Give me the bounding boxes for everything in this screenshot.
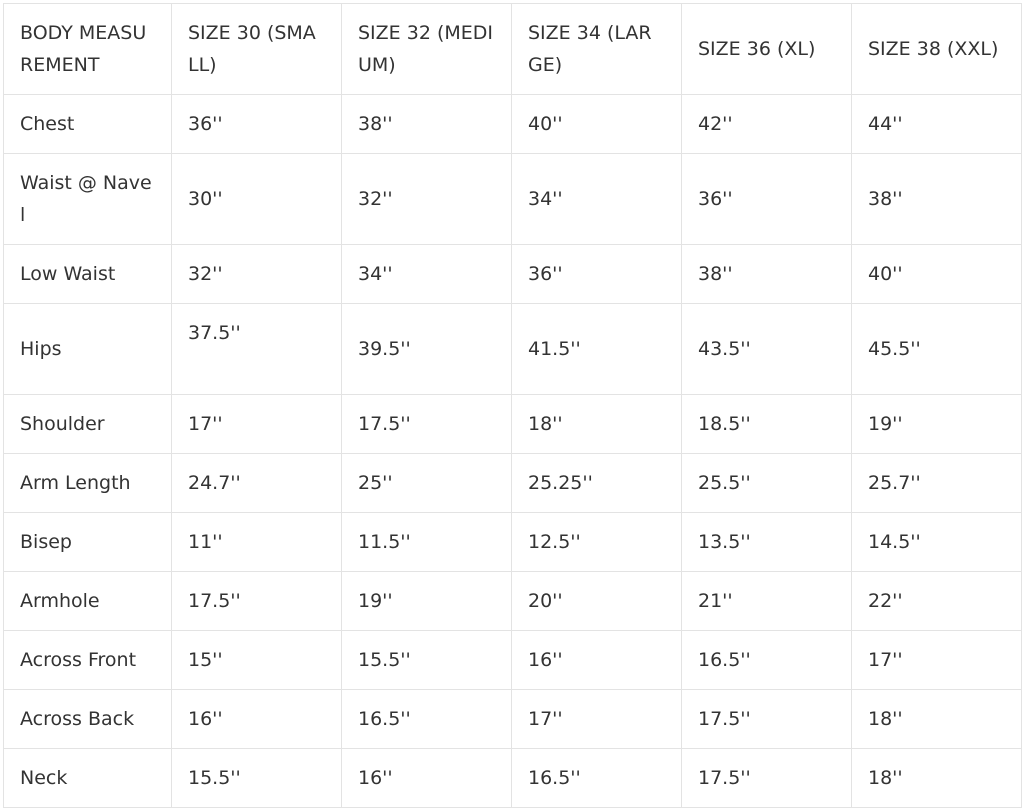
size-value: 38''	[341, 94, 512, 154]
size-value: 36''	[171, 94, 342, 154]
row-label: Bisep	[3, 512, 172, 572]
size-value: 14.5''	[851, 512, 1022, 572]
size-value: 17.5''	[341, 394, 512, 454]
size-value: 38''	[681, 244, 852, 304]
size-value: 17.5''	[681, 748, 852, 808]
size-value: 25.5''	[681, 453, 852, 513]
row-label: Neck	[3, 748, 172, 808]
row-label: Armhole	[3, 571, 172, 631]
size-value: 39.5''	[341, 303, 512, 395]
table-row: Shoulder 17'' 17.5'' 18'' 18.5'' 19''	[3, 394, 1022, 454]
size-value: 16''	[171, 689, 342, 749]
table-row: Bisep 11'' 11.5'' 12.5'' 13.5'' 14.5''	[3, 512, 1022, 572]
header-size: SIZE 38 (XXL)	[851, 3, 1022, 95]
table-row: Hips 37.5'' 39.5'' 41.5'' 43.5'' 45.5''	[3, 303, 1022, 395]
size-value: 24.7''	[171, 453, 342, 513]
size-value: 11''	[171, 512, 342, 572]
size-value: 45.5''	[851, 303, 1022, 395]
size-value: 13.5''	[681, 512, 852, 572]
table-row: Across Back 16'' 16.5'' 17'' 17.5'' 18''	[3, 689, 1022, 749]
size-value: 22''	[851, 571, 1022, 631]
size-value: 42''	[681, 94, 852, 154]
size-value: 18''	[851, 748, 1022, 808]
size-value: 17.5''	[681, 689, 852, 749]
size-value: 19''	[851, 394, 1022, 454]
size-chart-table: BODY MEASUREMENT SIZE 30 (SMALL) SIZE 32 (…	[3, 3, 1022, 808]
size-value: 16.5''	[341, 689, 512, 749]
row-label: Waist @ Navel	[3, 153, 172, 245]
size-value: 32''	[171, 244, 342, 304]
table-row: Waist @ Navel 30'' 32'' 34'' 36'' 38''	[3, 153, 1022, 245]
size-value: 36''	[511, 244, 682, 304]
size-value: 17''	[851, 630, 1022, 690]
size-value: 40''	[511, 94, 682, 154]
header-size: SIZE 32 (MEDIUM)	[341, 3, 512, 95]
size-value: 43.5''	[681, 303, 852, 395]
size-value: 30''	[171, 153, 342, 245]
header-row: BODY MEASUREMENT SIZE 30 (SMALL) SIZE 32 (…	[3, 3, 1022, 95]
size-value: 15.5''	[341, 630, 512, 690]
size-value: 40''	[851, 244, 1022, 304]
size-value: 18''	[851, 689, 1022, 749]
size-value: 41.5''	[511, 303, 682, 395]
size-value: 16.5''	[511, 748, 682, 808]
size-value: 34''	[511, 153, 682, 245]
table-row: Neck 15.5'' 16'' 16.5'' 17.5'' 18''	[3, 748, 1022, 808]
table-row: Chest 36'' 38'' 40'' 42'' 44''	[3, 94, 1022, 154]
size-value: 17.5''	[171, 571, 342, 631]
size-value: 11.5''	[341, 512, 512, 572]
size-value: 17''	[171, 394, 342, 454]
row-label: Across Front	[3, 630, 172, 690]
row-label: Across Back	[3, 689, 172, 749]
size-value: 38''	[851, 153, 1022, 245]
size-value: 32''	[341, 153, 512, 245]
size-value: 34''	[341, 244, 512, 304]
header-measurement: BODY MEASUREMENT	[3, 3, 172, 95]
row-label: Shoulder	[3, 394, 172, 454]
size-value: 25.25''	[511, 453, 682, 513]
row-label: Low Waist	[3, 244, 172, 304]
row-label: Arm Length	[3, 453, 172, 513]
size-value: 16''	[511, 630, 682, 690]
size-value: 21''	[681, 571, 852, 631]
size-value: 17''	[511, 689, 682, 749]
size-value: 37.5''	[171, 303, 342, 395]
size-value: 25''	[341, 453, 512, 513]
row-label: Chest	[3, 94, 172, 154]
size-value: 12.5''	[511, 512, 682, 572]
table-row: Armhole 17.5'' 19'' 20'' 21'' 22''	[3, 571, 1022, 631]
table-row: Across Front 15'' 15.5'' 16'' 16.5'' 17''	[3, 630, 1022, 690]
size-value: 18.5''	[681, 394, 852, 454]
size-value: 19''	[341, 571, 512, 631]
size-value: 25.7''	[851, 453, 1022, 513]
size-chart-body: BODY MEASUREMENT SIZE 30 (SMALL) SIZE 32 (…	[3, 3, 1022, 808]
size-value: 44''	[851, 94, 1022, 154]
size-value: 36''	[681, 153, 852, 245]
size-value: 18''	[511, 394, 682, 454]
header-size: SIZE 30 (SMALL)	[171, 3, 342, 95]
header-size: SIZE 34 (LARGE)	[511, 3, 682, 95]
size-value: 15.5''	[171, 748, 342, 808]
size-value: 20''	[511, 571, 682, 631]
table-row: Arm Length 24.7'' 25'' 25.25'' 25.5'' 25.7''	[3, 453, 1022, 513]
size-value: 16.5''	[681, 630, 852, 690]
header-size: SIZE 36 (XL)	[681, 3, 852, 95]
size-value: 15''	[171, 630, 342, 690]
table-row: Low Waist 32'' 34'' 36'' 38'' 40''	[3, 244, 1022, 304]
row-label: Hips	[3, 303, 172, 395]
size-value: 16''	[341, 748, 512, 808]
